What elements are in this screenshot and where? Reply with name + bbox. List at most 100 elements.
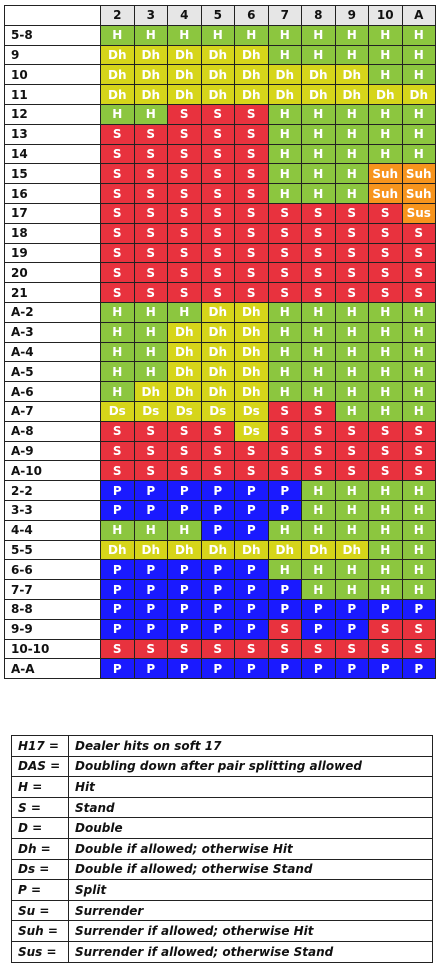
legend-row: Dh = Double if allowed; otherwise Hit	[11, 837, 433, 860]
strategy-cell: H	[368, 123, 403, 145]
strategy-cell: H	[401, 103, 436, 125]
hand-row: 10 Dh Dh Dh Dh Dh Dh Dh Dh H H	[4, 64, 436, 86]
strategy-cell: P	[368, 598, 403, 620]
strategy-cell: H	[334, 361, 369, 383]
strategy-cell: P	[334, 618, 369, 640]
strategy-cell: Dh	[200, 361, 235, 383]
strategy-cell: H	[401, 381, 436, 402]
strategy-cell: S	[234, 123, 269, 145]
strategy-cell: P	[301, 598, 336, 620]
legend-row: H = Hit	[11, 776, 433, 798]
strategy-cell: S	[334, 222, 369, 244]
strategy-cell: H	[401, 579, 436, 600]
strategy-cell: H	[133, 361, 168, 383]
strategy-cell: S	[234, 183, 269, 204]
player-hand-label: A-3	[4, 321, 101, 343]
hand-row: 19 S S S S S S S S S S	[4, 242, 436, 264]
player-hand-label: 12	[4, 103, 101, 125]
strategy-cell: P	[167, 499, 202, 521]
strategy-cell: H	[368, 539, 403, 561]
strategy-cell: S	[200, 282, 235, 303]
legend-row: D = Double	[11, 817, 433, 839]
strategy-cell: S	[234, 103, 269, 125]
strategy-cell: H	[267, 559, 302, 581]
strategy-cell: H	[167, 301, 202, 323]
strategy-cell: S	[267, 282, 302, 303]
strategy-cell: S	[401, 618, 436, 640]
strategy-cell: Dh	[167, 321, 202, 343]
strategy-cell: S	[200, 460, 235, 482]
strategy-cell: H	[368, 499, 403, 521]
strategy-cell: S	[200, 202, 235, 224]
strategy-cell: S	[200, 163, 235, 185]
strategy-cell: H	[301, 163, 336, 185]
strategy-cell: H	[301, 143, 336, 165]
strategy-cell: S	[167, 420, 202, 442]
strategy-cell: H	[267, 163, 302, 185]
strategy-cell: P	[267, 658, 302, 680]
strategy-cell: S	[267, 202, 302, 224]
hand-row: 6-6 P P P P P H H H H H	[4, 559, 436, 581]
player-hand-label: A-5	[4, 361, 101, 383]
strategy-cell: S	[100, 242, 135, 264]
hand-row: 5-5 Dh Dh Dh Dh Dh Dh Dh Dh H H	[4, 539, 436, 561]
player-hand-label: A-7	[4, 400, 101, 422]
strategy-cell: P	[234, 579, 269, 600]
legend-row: DAS = Doubling down after pair splitting …	[11, 755, 433, 778]
strategy-cell: Dh	[100, 44, 135, 66]
strategy-cell: Dh	[234, 64, 269, 86]
strategy-cell: P	[167, 480, 202, 501]
strategy-cell: Dh	[167, 381, 202, 402]
strategy-cell: Dh	[234, 539, 269, 561]
strategy-cell: Dh	[234, 44, 269, 66]
strategy-cell: Dh	[200, 321, 235, 343]
strategy-cell: H	[133, 103, 168, 125]
player-hand-label: 5-8	[4, 24, 101, 46]
strategy-cell: P	[401, 598, 436, 620]
strategy-cell: S	[133, 282, 168, 303]
strategy-cell: Dh	[234, 381, 269, 402]
player-hand-label: 2-2	[4, 480, 101, 501]
strategy-cell: H	[334, 519, 369, 541]
strategy-cell: H	[334, 480, 369, 501]
strategy-cell: Dh	[167, 361, 202, 383]
strategy-cell: Dh	[334, 539, 369, 561]
strategy-cell: S	[234, 143, 269, 165]
strategy-cell: H	[267, 321, 302, 343]
legend-abbreviation: Dh =	[11, 837, 69, 860]
strategy-cell: S	[334, 440, 369, 462]
strategy-cell: H	[100, 341, 135, 363]
strategy-cell: S	[301, 242, 336, 264]
strategy-cell: P	[167, 658, 202, 680]
strategy-cell: P	[200, 519, 235, 541]
strategy-cell: H	[100, 321, 135, 343]
strategy-cell: Dh	[133, 381, 168, 402]
strategy-cell: Dh	[200, 301, 235, 323]
legend-description: Doubling down after pair splitting allow…	[68, 755, 433, 778]
strategy-cell: S	[167, 163, 202, 185]
hand-row: 14 S S S S S H H H H H	[4, 143, 436, 165]
strategy-cell: S	[200, 183, 235, 204]
hand-row: 9-9 P P P P P S P P S S	[4, 618, 436, 640]
hand-row: 7-7 P P P P P P H H H H	[4, 579, 436, 600]
legend-description: Split	[68, 879, 433, 901]
strategy-cell: S	[234, 282, 269, 303]
strategy-cell: S	[267, 222, 302, 244]
player-hand-label: A-A	[4, 658, 101, 680]
hand-row: 12 H H S S S H H H H H	[4, 103, 436, 125]
strategy-cell: Sus	[401, 202, 436, 224]
strategy-cell: S	[301, 222, 336, 244]
strategy-cell: H	[267, 123, 302, 145]
strategy-cell: P	[234, 618, 269, 640]
strategy-cell: S	[267, 400, 302, 422]
legend-row: H17 = Dealer hits on soft 17	[11, 735, 433, 757]
strategy-cell: H	[334, 143, 369, 165]
strategy-cell: S	[167, 202, 202, 224]
strategy-cell: H	[100, 103, 135, 125]
strategy-cell: Dh	[200, 64, 235, 86]
strategy-cell: H	[100, 361, 135, 383]
legend-description: Double	[68, 817, 433, 839]
strategy-cell: H	[334, 123, 369, 145]
strategy-cell: H	[133, 321, 168, 343]
strategy-cell: S	[167, 123, 202, 145]
